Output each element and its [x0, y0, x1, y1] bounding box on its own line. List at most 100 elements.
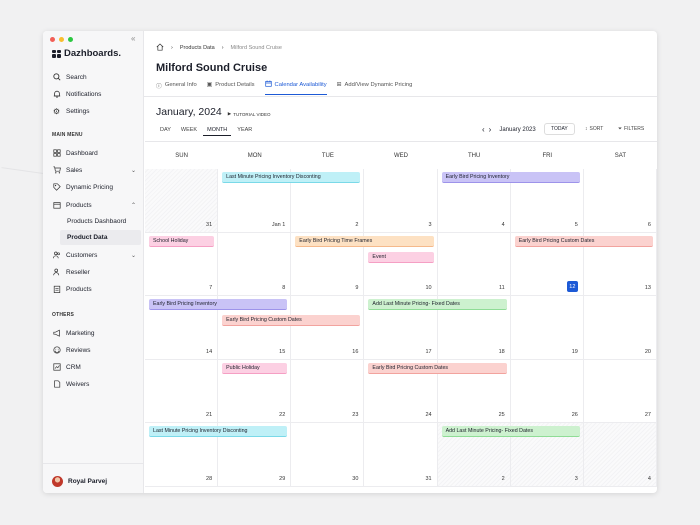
- calendar-event[interactable]: Early Bird Pricing Custom Dates: [514, 235, 653, 247]
- calendar-day-cell[interactable]: 19: [510, 296, 584, 360]
- calendar-day-cell[interactable]: 27: [583, 359, 657, 424]
- calendar-event[interactable]: Event: [368, 251, 434, 263]
- calendar-day-cell[interactable]: 6: [583, 169, 657, 233]
- calendar-icon: [264, 80, 272, 89]
- calendar-day-cell[interactable]: 7: [145, 232, 219, 297]
- calendar-day-cell[interactable]: Jan 1: [218, 169, 292, 233]
- today-button[interactable]: TODAY: [544, 123, 575, 135]
- sort-button[interactable]: ↕ SORT: [585, 126, 603, 132]
- sidebar-item-crm[interactable]: CRM: [52, 360, 138, 374]
- maximize-window-dot[interactable]: [68, 37, 73, 42]
- tab-product-details[interactable]: ▣ Product Details: [207, 80, 255, 95]
- filters-button[interactable]: ⏷ FILTERS: [618, 126, 644, 132]
- calendar-day-cell[interactable]: 20: [583, 296, 657, 360]
- smiley-icon: [52, 346, 61, 355]
- calendar-day-cell[interactable]: 23: [291, 359, 365, 424]
- calendar-day-cell[interactable]: 14: [145, 296, 219, 360]
- sort-arrows-icon: ↕: [585, 126, 588, 132]
- calendar-day-cell[interactable]: 5: [510, 169, 584, 233]
- close-window-dot[interactable]: [50, 37, 55, 42]
- calendar-day-cell[interactable]: 26: [510, 359, 584, 424]
- minimize-window-dot[interactable]: [59, 37, 64, 42]
- tab-general-info[interactable]: ⓘ General Info: [156, 80, 197, 95]
- calendar-event[interactable]: Last Minute Pricing Inventory Disconting: [149, 426, 288, 438]
- weekday-header: SUN: [175, 152, 188, 159]
- calendar-event[interactable]: Early Bird Pricing Inventory: [441, 172, 580, 183]
- calendar-day-cell[interactable]: 8: [218, 232, 292, 297]
- sidebar-item-reseller[interactable]: Reseller: [52, 265, 138, 279]
- sidebar-item-dashboard[interactable]: Dashboard: [52, 146, 138, 160]
- calendar-day-cell[interactable]: 10: [364, 232, 438, 297]
- calendar-event[interactable]: School Holiday: [149, 235, 215, 247]
- view-month-button[interactable]: MONTH: [203, 125, 232, 136]
- calendar-day-cell[interactable]: 28: [145, 423, 219, 487]
- home-icon[interactable]: [156, 43, 164, 53]
- calendar-day-cell[interactable]: 22: [218, 359, 292, 424]
- calendar-event[interactable]: Add Last Minute Pricing- Fixed Dates: [368, 299, 507, 311]
- calendar-event[interactable]: Early Bird Pricing Custom Dates: [368, 362, 507, 374]
- sidebar-item-label: Reviews: [66, 346, 91, 354]
- sidebar-item-products-2[interactable]: Products: [52, 282, 138, 296]
- sidebar-item-sales[interactable]: Sales ⌄: [52, 163, 138, 177]
- calendar-event[interactable]: Last Minute Pricing Inventory Disconting: [222, 172, 361, 183]
- calendar-day-cell[interactable]: 31: [364, 423, 438, 487]
- calendar-day-cell[interactable]: 31: [145, 169, 219, 233]
- calendar-day-cell[interactable]: 2: [291, 169, 365, 233]
- chevron-left-icon[interactable]: ‹: [482, 125, 485, 134]
- calendar-event[interactable]: Early Bird Pricing Inventory: [149, 299, 288, 311]
- sidebar-item-dynamic-pricing[interactable]: Dynamic Pricing: [52, 180, 138, 194]
- breadcrumb-parent[interactable]: Products Data: [179, 45, 215, 51]
- calendar-day-cell[interactable]: 4: [583, 423, 657, 487]
- calendar-day-cell[interactable]: 9: [291, 232, 365, 297]
- calendar-day-cell[interactable]: 11: [437, 232, 511, 297]
- sidebar-item-marketing[interactable]: Marketing: [52, 326, 138, 340]
- calendar-day-cell[interactable]: 17: [364, 296, 438, 360]
- tab-calendar-availability[interactable]: Calendar Availability: [264, 80, 327, 95]
- sidebar-item-search[interactable]: Search: [52, 70, 138, 84]
- chevron-right-icon[interactable]: ›: [488, 125, 492, 134]
- megaphone-icon: [52, 329, 61, 338]
- sidebar-item-notifications[interactable]: Notifications: [52, 87, 138, 101]
- sidebar-subitem-products-dashboard[interactable]: Products Dashbaord: [60, 214, 141, 229]
- view-year-button[interactable]: YEAR: [237, 127, 253, 133]
- tutorial-video-link[interactable]: ▶ TUTORIAL VIDEO: [228, 111, 271, 117]
- sidebar-item-reviews[interactable]: Reviews: [52, 343, 138, 357]
- sidebar-item-products[interactable]: Products ⌃: [52, 198, 138, 212]
- dashboard-grid-icon: [52, 149, 61, 158]
- calendar-day-cell[interactable]: 13: [583, 232, 657, 297]
- calendar-event[interactable]: Public Holiday: [222, 362, 288, 374]
- calendar-day-cell[interactable]: 18: [437, 296, 511, 360]
- calendar-event[interactable]: Early Bird Pricing Time Frames: [295, 235, 434, 247]
- calendar-day-cell[interactable]: 29: [218, 423, 292, 487]
- tab-dynamic-pricing[interactable]: ⊞ Add/View Dynamic Pricing: [337, 80, 413, 95]
- sidebar-item-weivers[interactable]: Weivers: [52, 377, 138, 391]
- user-profile[interactable]: Royal Parvej: [52, 476, 107, 487]
- tutorial-label: TUTORIAL VIDEO: [233, 111, 271, 117]
- calendar-day-cell[interactable]: 30: [291, 423, 365, 487]
- collapse-sidebar-icon[interactable]: «: [131, 34, 136, 43]
- calendar-day-cell[interactable]: 15: [218, 296, 292, 360]
- calendar-day-cell[interactable]: 16: [291, 296, 365, 360]
- calendar-day-cell[interactable]: 4: [437, 169, 511, 233]
- calendar-event[interactable]: Early Bird Pricing Custom Dates: [222, 315, 361, 327]
- view-day-button[interactable]: DAY: [160, 127, 171, 133]
- month-label: January, 2024: [156, 106, 222, 118]
- calendar-day-cell[interactable]: 25: [437, 359, 511, 424]
- brand-logo[interactable]: Dazhboards.: [52, 48, 121, 59]
- sidebar-item-settings[interactable]: ⚙ Settings: [52, 104, 138, 118]
- calendar-day-cell[interactable]: 21: [145, 359, 219, 424]
- day-number: 19: [571, 348, 578, 355]
- sidebar-item-label: Reseller: [66, 268, 90, 276]
- calendar-day-cell[interactable]: 24: [364, 359, 438, 424]
- sidebar-item-customers[interactable]: Customers ⌄: [52, 248, 138, 262]
- calendar-day-cell[interactable]: 3: [364, 169, 438, 233]
- calendar-month-title: January, 2024 ▶ TUTORIAL VIDEO: [156, 106, 271, 118]
- calendar-day-cell[interactable]: 12: [510, 232, 584, 297]
- sidebar-subitem-product-data[interactable]: Product Data: [60, 230, 141, 245]
- view-week-button[interactable]: WEEK: [180, 127, 198, 133]
- box-icon: [52, 201, 61, 210]
- calendar-event[interactable]: Add Last Minute Pricing- Fixed Dates: [441, 426, 580, 438]
- gear-icon: ⚙: [52, 106, 61, 116]
- window-controls: [50, 37, 73, 42]
- sidebar-item-label: Products: [66, 201, 92, 209]
